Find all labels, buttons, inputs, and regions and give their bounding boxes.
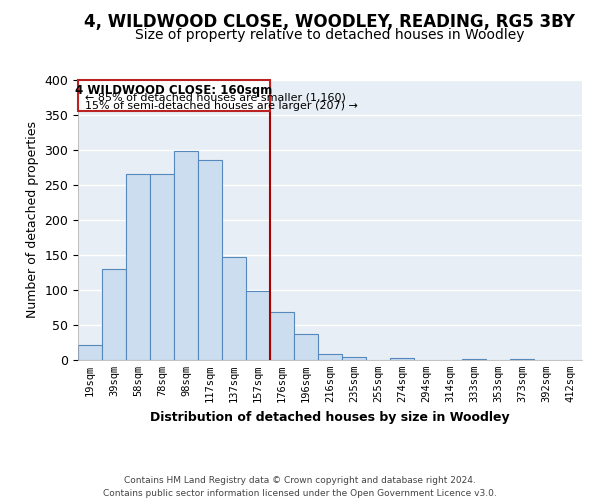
Text: ← 85% of detached houses are smaller (1,160): ← 85% of detached houses are smaller (1,… <box>85 92 346 102</box>
Text: Size of property relative to detached houses in Woodley: Size of property relative to detached ho… <box>135 28 525 42</box>
Bar <box>78 344 102 360</box>
Bar <box>150 174 174 360</box>
FancyBboxPatch shape <box>78 80 270 112</box>
Text: 4, WILDWOOD CLOSE, WOODLEY, READING, RG5 3BY: 4, WILDWOOD CLOSE, WOODLEY, READING, RG5… <box>85 12 575 30</box>
Bar <box>270 312 294 360</box>
Y-axis label: Number of detached properties: Number of detached properties <box>26 122 39 318</box>
Bar <box>390 358 414 360</box>
Bar <box>222 257 246 360</box>
Bar <box>294 334 318 360</box>
Bar <box>174 152 198 360</box>
Bar <box>342 356 366 360</box>
Bar <box>318 354 342 360</box>
Bar <box>462 358 486 360</box>
Bar <box>246 290 270 360</box>
Bar <box>126 174 150 360</box>
Bar <box>198 160 222 360</box>
Text: 15% of semi-detached houses are larger (207) →: 15% of semi-detached houses are larger (… <box>85 101 358 111</box>
Bar <box>102 269 126 360</box>
X-axis label: Distribution of detached houses by size in Woodley: Distribution of detached houses by size … <box>150 410 510 424</box>
Text: Contains HM Land Registry data © Crown copyright and database right 2024.
Contai: Contains HM Land Registry data © Crown c… <box>103 476 497 498</box>
Text: 4 WILDWOOD CLOSE: 160sqm: 4 WILDWOOD CLOSE: 160sqm <box>76 84 272 97</box>
